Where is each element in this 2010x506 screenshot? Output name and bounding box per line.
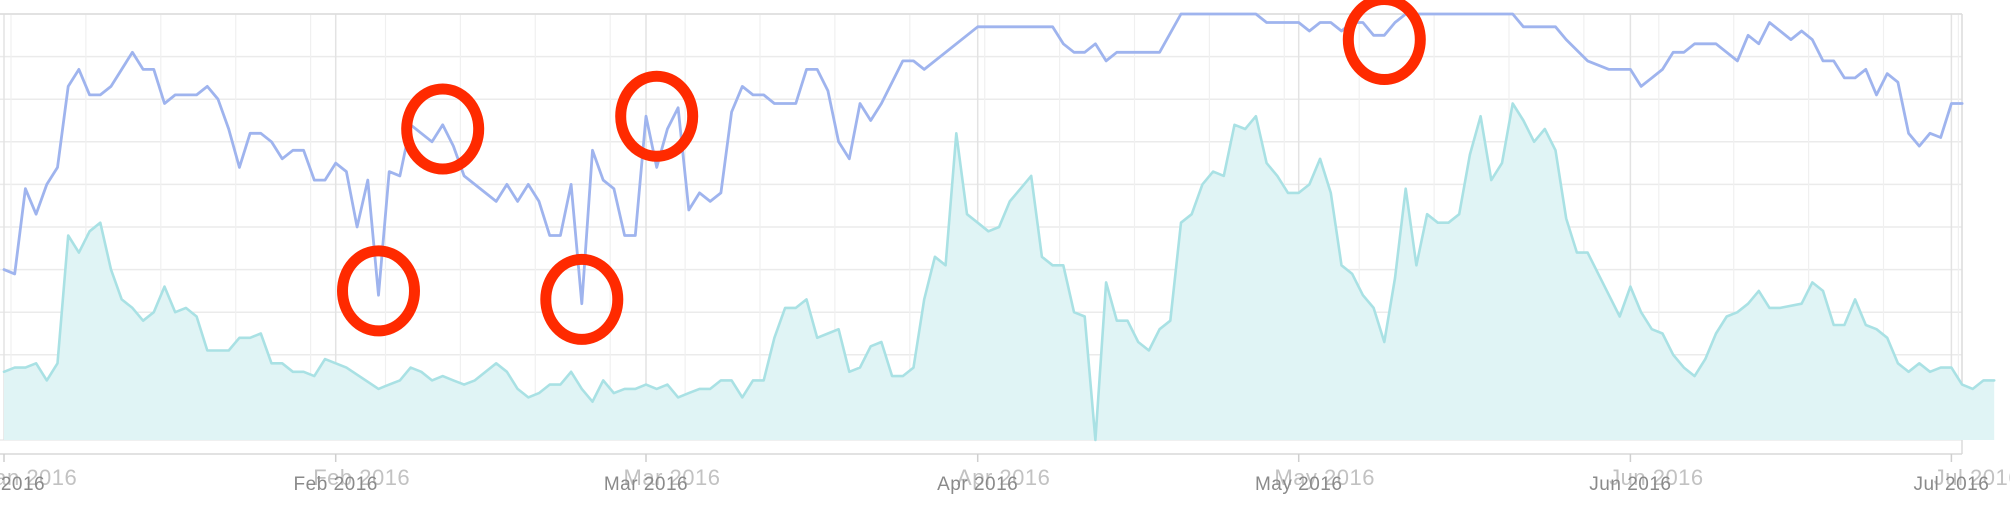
x-tick-label-ghost: Apr 2016 (957, 465, 1050, 490)
x-tick-label-ghost: Jan 2016 (0, 465, 77, 490)
line-series (2, 12, 1964, 306)
annotation-circle (401, 83, 485, 175)
annotation-circle (337, 245, 420, 337)
x-tick-label: Jan 2016 (0, 474, 45, 495)
annotation-circle (615, 70, 699, 162)
x-tick-label: May 2016 (1255, 474, 1342, 495)
area-series-fill (4, 103, 1995, 440)
x-tick-label-ghost: Feb 2016 (313, 465, 410, 490)
annotation-circle (540, 253, 624, 345)
x-tick-label: Apr 2016 (937, 474, 1018, 495)
area-series-layer (2, 102, 1996, 442)
x-tick-label: Feb 2016 (294, 474, 378, 495)
line-series-layer (2, 12, 1964, 306)
x-tick-label-ghost: Mar 2016 (624, 465, 721, 490)
annotation-circle (1342, 0, 1426, 86)
annotation-layer (337, 0, 1426, 345)
x-tick-label: Jun 2016 (1589, 474, 1671, 495)
x-tick-label: Jul 2016 (1913, 474, 1989, 495)
x-tick-label-ghost: May 2016 (1274, 465, 1375, 490)
x-tick-label: Mar 2016 (604, 474, 688, 495)
x-tick-label-ghost: Jul 2016 (1934, 465, 2010, 490)
x-tick-label-ghost: Jun 2016 (1609, 465, 1704, 490)
area-series-line (2, 102, 1996, 442)
